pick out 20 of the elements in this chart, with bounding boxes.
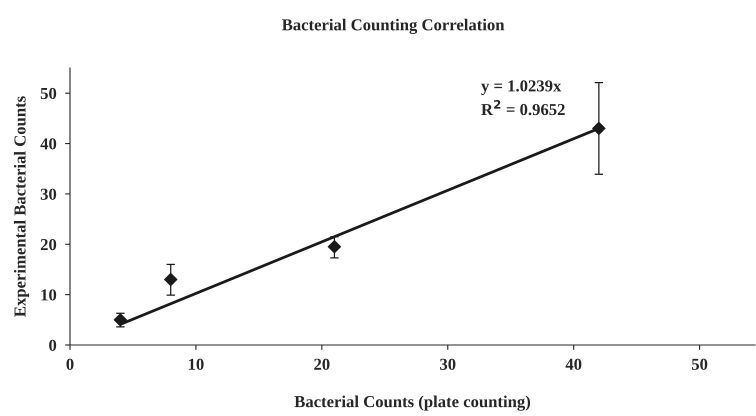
- y-tick-label: 20: [40, 238, 56, 250]
- y-tick-label: 30: [40, 188, 56, 200]
- x-tick-label: 10: [188, 358, 204, 370]
- y-tick-label: 0: [49, 340, 56, 351]
- x-tick-label: 30: [440, 358, 456, 370]
- y-tick-label: 40: [40, 138, 56, 150]
- x-tick-label: 0: [66, 358, 74, 370]
- point: [164, 272, 178, 286]
- chart-title: Bacterial Counting Correlation: [282, 18, 504, 34]
- annotation: y = 1.0239x: [481, 80, 562, 95]
- y-tick-label: 50: [40, 88, 56, 100]
- x-tick-label: 40: [566, 358, 582, 370]
- point: [592, 122, 606, 136]
- point: [328, 240, 342, 254]
- x-tick-label: 50: [692, 358, 708, 370]
- x-axis-title: Bacterial Counts (plate counting): [294, 396, 530, 411]
- x-tick-label: 20: [314, 358, 330, 370]
- y-tick-label: 10: [41, 289, 56, 301]
- annotation: R$^{2}$ = 0.9652: [481, 100, 565, 116]
- y-axis-title: Experimental Bacterial Counts: [14, 96, 30, 317]
